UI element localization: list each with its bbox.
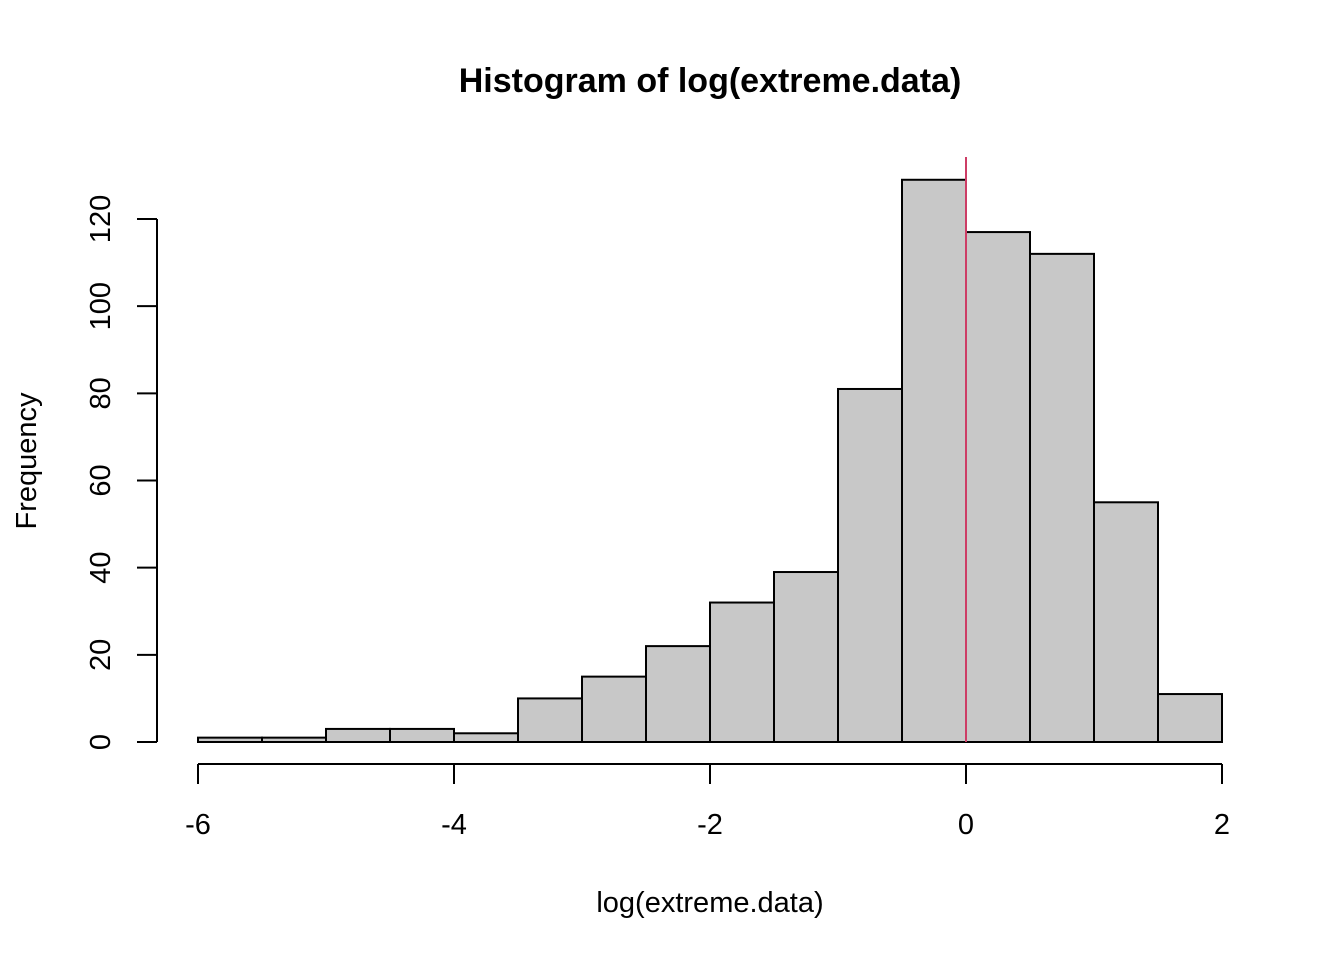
y-tick-label: 80: [85, 377, 117, 409]
y-tick-label: 40: [85, 552, 117, 584]
x-tick-label: 0: [958, 809, 974, 841]
histogram-bar: [1093, 501, 1159, 743]
histogram-bar: [709, 601, 775, 743]
histogram-bar: [197, 736, 263, 743]
histogram-bar: [837, 387, 903, 743]
x-tick-label: -2: [697, 809, 723, 841]
histogram-bar: [261, 736, 327, 743]
x-tick-label: -4: [441, 809, 467, 841]
x-tick-label: -6: [185, 809, 211, 841]
y-tick-label: 20: [85, 639, 117, 671]
y-tick-label: 60: [85, 464, 117, 496]
histogram-bar: [1157, 693, 1223, 744]
histogram-bar: [1029, 252, 1095, 743]
histogram-bar: [965, 231, 1031, 743]
x-tick-label: 2: [1214, 809, 1230, 841]
histogram-bar: [581, 675, 647, 743]
histogram-bar: [453, 732, 519, 743]
y-tick-label: 0: [85, 734, 117, 750]
histogram-bar: [773, 571, 839, 744]
bars-group: [197, 178, 1223, 744]
x-axis: -6 -4 -2 0 2: [185, 763, 1230, 841]
histogram-bar: [645, 645, 711, 743]
y-axis-label: Frequency: [11, 392, 43, 530]
histogram-bar: [517, 697, 583, 744]
histogram-bar: [389, 727, 455, 743]
y-tick-label: 100: [85, 282, 117, 330]
y-tick-label: 120: [85, 195, 117, 243]
x-axis-label: log(extreme.data): [596, 887, 823, 919]
chart-title: Histogram of log(extreme.data): [459, 62, 962, 100]
y-axis: 0 20 40 60 80 100 120: [85, 195, 158, 750]
histogram-bar: [901, 178, 967, 743]
histogram-bar: [325, 727, 391, 743]
